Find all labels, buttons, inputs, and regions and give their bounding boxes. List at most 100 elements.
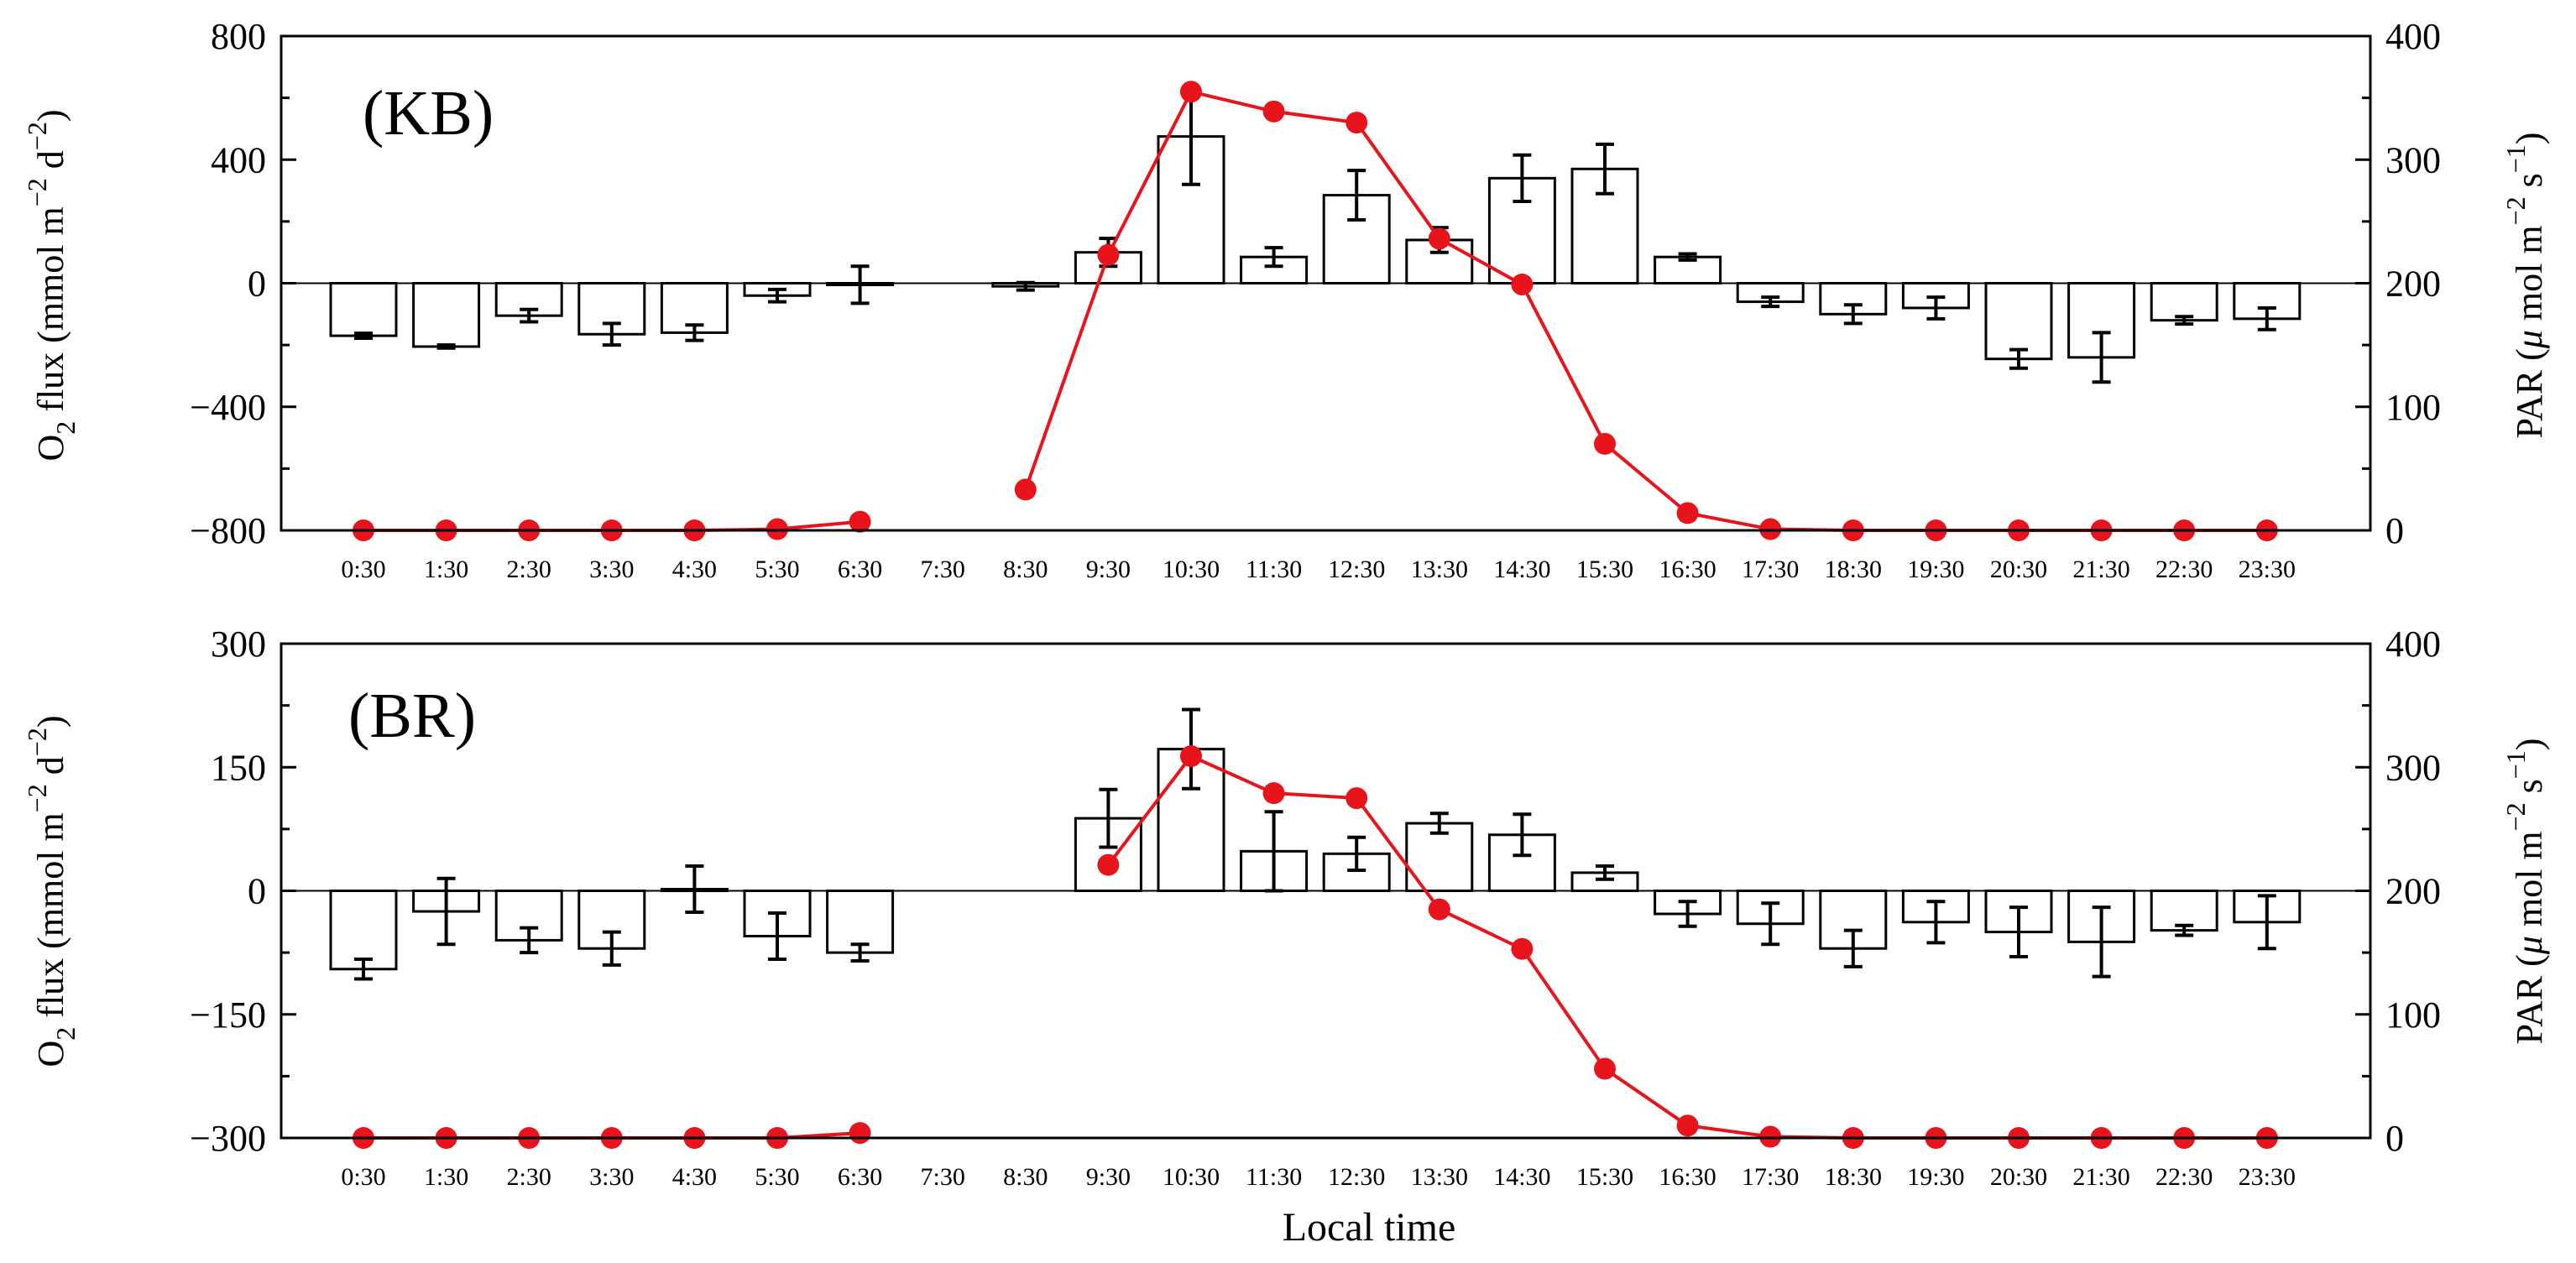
br-right-tick-label-3: 300 xyxy=(2385,747,2441,788)
kb-par-point-13 xyxy=(1428,227,1450,250)
kb-right-axis-label-p3: −2 xyxy=(2500,196,2531,225)
br-par-point-10 xyxy=(1180,744,1202,767)
kb-left-axis-label: O2 flux (mmol m−2 d−2) xyxy=(22,110,81,462)
kb-x-tick-label-8: 8:30 xyxy=(1003,556,1048,583)
br-right-tick-label-4: 400 xyxy=(2385,624,2441,665)
kb-left-axis-label-p5: −2 xyxy=(22,122,52,150)
kb-right-tick-label-0: 0 xyxy=(2385,510,2404,551)
kb-right-tick-label-4: 400 xyxy=(2385,16,2441,57)
br-x-tick-label-19: 19:30 xyxy=(1907,1163,1964,1191)
br-x-tick-label-5: 5:30 xyxy=(755,1163,799,1191)
kb-x-tick-label-7: 7:30 xyxy=(921,556,965,583)
kb-right-axis-label-p5: −1 xyxy=(2500,144,2531,173)
kb-x-tick-label-13: 13:30 xyxy=(1411,556,1468,583)
br-left-axis-label-p4: d xyxy=(30,756,71,784)
br-right-axis-label-p0: PAR ( xyxy=(2509,954,2550,1044)
kb-x-tick-label-17: 17:30 xyxy=(1742,556,1799,583)
br-right-axis-label-p1: μ xyxy=(2509,936,2550,955)
br-left-axis-label-p3: −2 xyxy=(22,784,52,812)
kb-x-tick-label-15: 15:30 xyxy=(1576,556,1633,583)
kb-bar-0 xyxy=(329,282,398,337)
kb-bar-20 xyxy=(1984,282,2053,361)
kb-x-tick-label-21: 21:30 xyxy=(2072,556,2129,583)
kb-right-tick-label-2: 200 xyxy=(2385,264,2441,305)
br-x-tick-label-7: 7:30 xyxy=(921,1163,965,1191)
kb-par-point-8 xyxy=(1014,478,1037,501)
kb-par-point-6 xyxy=(849,510,871,533)
kb-panel: (KB) O2 flux (mmol m−2 d−2) PAR (μ mol m… xyxy=(22,16,2550,583)
br-x-tick-label-6: 6:30 xyxy=(838,1163,882,1191)
kb-bar-1 xyxy=(412,282,481,348)
br-left-tick-label-4: 300 xyxy=(211,624,266,665)
kb-left-axis-label-p4: d xyxy=(30,150,71,178)
kb-right-tick-label-3: 300 xyxy=(2385,139,2441,180)
kb-left-axis-label-p1: 2 xyxy=(50,421,81,435)
br-par-point-11 xyxy=(1262,782,1285,805)
br-x-tick-label-12: 12:30 xyxy=(1328,1163,1385,1191)
br-par-point-13 xyxy=(1428,898,1450,921)
kb-left-tick-label-2: 0 xyxy=(248,264,266,305)
br-left-axis-label-p1: 2 xyxy=(50,1027,81,1041)
br-x-tick-label-2: 2:30 xyxy=(507,1163,551,1191)
kb-x-tick-label-5: 5:30 xyxy=(755,556,799,583)
kb-left-tick-label-0: −800 xyxy=(190,510,266,551)
kb-left-axis-label-p6: ) xyxy=(30,110,71,123)
br-x-tick-label-23: 23:30 xyxy=(2239,1163,2296,1191)
kb-x-tick-label-18: 18:30 xyxy=(1825,556,1882,583)
br-x-tick-label-1: 1:30 xyxy=(424,1163,468,1191)
br-right-axis-label-p3: −2 xyxy=(2500,802,2531,831)
br-x-tick-label-14: 14:30 xyxy=(1493,1163,1550,1191)
br-left-tick-label-0: −300 xyxy=(190,1118,266,1159)
kb-x-tick-label-2: 2:30 xyxy=(507,556,551,583)
kb-x-tick-label-10: 10:30 xyxy=(1163,556,1220,583)
br-left-axis-label-p5: −2 xyxy=(22,728,52,756)
kb-x-tick-label-9: 9:30 xyxy=(1086,556,1131,583)
br-left-tick-label-2: 0 xyxy=(248,871,266,912)
kb-par-point-11 xyxy=(1262,100,1285,123)
kb-left-axis-label-p2: flux (mmol m xyxy=(30,206,71,420)
br-right-axis-label-p4: s xyxy=(2509,779,2550,802)
br-x-tick-label-3: 3:30 xyxy=(589,1163,634,1191)
br-left-tick-label-1: −150 xyxy=(190,994,266,1036)
br-panel-label: (BR) xyxy=(348,681,476,751)
kb-x-tick-label-16: 16:30 xyxy=(1659,556,1716,583)
kb-right-axis-label: PAR (μ mol m−2 s−1) xyxy=(2500,133,2550,439)
br-x-tick-label-10: 10:30 xyxy=(1163,1163,1220,1191)
br-right-axis-label-p5: −1 xyxy=(2500,750,2531,779)
kb-right-axis-label-p4: s xyxy=(2509,173,2550,196)
br-x-tick-label-13: 13:30 xyxy=(1411,1163,1468,1191)
kb-par-point-12 xyxy=(1345,112,1368,134)
kb-left-tick-label-3: 400 xyxy=(211,139,266,180)
kb-x-tick-label-3: 3:30 xyxy=(589,556,634,583)
br-bar-0 xyxy=(329,890,398,971)
kb-left-tick-label-1: −400 xyxy=(190,387,266,428)
br-x-tick-label-22: 22:30 xyxy=(2155,1163,2213,1191)
br-left-tick-label-3: 150 xyxy=(211,747,266,788)
br-right-tick-label-0: 0 xyxy=(2385,1118,2404,1159)
kb-right-tick-label-1: 100 xyxy=(2385,387,2441,428)
br-x-tick-label-17: 17:30 xyxy=(1742,1163,1799,1191)
br-bar-6 xyxy=(826,890,895,954)
kb-left-tick-label-4: 800 xyxy=(211,16,266,57)
x-axis-label: Local time xyxy=(1283,1205,1456,1250)
br-x-tick-label-16: 16:30 xyxy=(1659,1163,1716,1191)
br-panel: (BR) O2 flux (mmol m−2 d−2) PAR (μ mol m… xyxy=(22,624,2550,1191)
kb-x-tick-label-20: 20:30 xyxy=(1990,556,2047,583)
kb-par-point-16 xyxy=(1676,502,1699,525)
kb-right-axis-label-p6: ) xyxy=(2509,133,2550,145)
br-par-point-9 xyxy=(1097,853,1120,876)
kb-x-tick-label-1: 1:30 xyxy=(424,556,468,583)
br-x-tick-label-4: 4:30 xyxy=(672,1163,717,1191)
br-x-tick-label-0: 0:30 xyxy=(341,1163,385,1191)
br-par-point-6 xyxy=(849,1122,871,1145)
br-left-axis-label: O2 flux (mmol m−2 d−2) xyxy=(22,716,81,1067)
br-x-tick-label-11: 11:30 xyxy=(1246,1163,1302,1191)
br-right-axis-label: PAR (μ mol m−2 s−1) xyxy=(2500,738,2550,1045)
br-x-tick-label-20: 20:30 xyxy=(1990,1163,2047,1191)
kb-bar-22 xyxy=(2150,282,2218,322)
kb-x-tick-label-11: 11:30 xyxy=(1246,556,1302,583)
kb-right-axis-label-p1: μ xyxy=(2509,330,2550,349)
kb-x-tick-label-14: 14:30 xyxy=(1493,556,1550,583)
br-par-point-12 xyxy=(1345,787,1368,810)
br-x-tick-label-21: 21:30 xyxy=(2072,1163,2129,1191)
